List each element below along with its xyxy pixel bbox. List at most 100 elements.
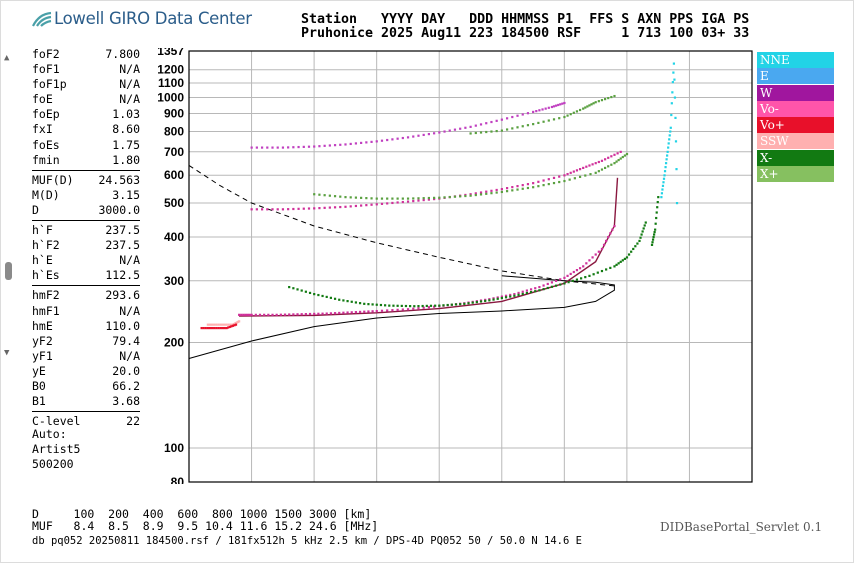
data-point	[600, 269, 604, 273]
data-point	[446, 303, 449, 307]
data-point	[559, 278, 562, 281]
data-point	[653, 230, 656, 234]
data-point	[406, 197, 410, 200]
data-point	[396, 201, 399, 204]
data-point	[516, 185, 519, 188]
data-point	[365, 197, 368, 200]
data-point	[566, 274, 569, 277]
data-point	[388, 304, 391, 307]
data-point	[521, 184, 524, 187]
data-point	[664, 162, 668, 165]
data-point	[655, 211, 658, 214]
param-value: N/A	[119, 253, 140, 268]
data-point	[644, 221, 647, 224]
param-name: B0	[32, 378, 46, 393]
param-name: h`Es	[32, 268, 60, 283]
data-point	[380, 139, 384, 142]
y-tick-label: 300	[164, 274, 184, 288]
scroll-up-arrow-icon[interactable]: ▲	[4, 53, 10, 63]
scrollbar-thumb[interactable]	[5, 262, 12, 280]
param-name: hmF2	[32, 288, 60, 303]
data-point	[675, 202, 679, 205]
data-point	[591, 256, 594, 259]
legend: NNE E W Vo- Vo+ SSW X- X+	[757, 52, 834, 183]
data-point	[459, 127, 462, 130]
data-point	[417, 197, 420, 200]
data-point	[367, 303, 370, 306]
data-point	[511, 115, 514, 119]
data-point	[578, 168, 582, 171]
data-point	[613, 153, 616, 156]
data-point	[412, 135, 415, 138]
data-point	[404, 304, 408, 308]
data-point	[625, 152, 629, 156]
data-point	[296, 313, 299, 316]
data-point	[603, 166, 607, 170]
data-point	[569, 171, 572, 174]
data-point	[384, 304, 387, 307]
data-point	[375, 203, 378, 206]
data-point	[634, 245, 637, 248]
data-point	[616, 152, 619, 155]
scroll-down-arrow-icon[interactable]: ▼	[4, 348, 10, 358]
data-point	[613, 224, 616, 228]
data-point	[365, 204, 368, 207]
data-point	[333, 312, 337, 315]
data-point	[283, 313, 287, 316]
data-point	[300, 289, 303, 292]
data-point	[204, 326, 207, 330]
data-point	[260, 146, 264, 149]
data-point	[610, 163, 613, 166]
data-point	[401, 308, 404, 311]
data-point	[354, 196, 358, 199]
param-row: fxI 8.60	[32, 122, 140, 137]
data-point	[215, 323, 218, 326]
data-point	[344, 196, 347, 199]
param-row: h`Es 112.5	[32, 268, 140, 283]
data-point	[572, 270, 575, 274]
data-point	[485, 130, 488, 134]
data-point	[271, 313, 274, 316]
data-point	[429, 304, 433, 307]
data-point	[238, 313, 241, 316]
data-point	[496, 297, 499, 300]
data-point	[484, 299, 487, 303]
data-point	[302, 145, 305, 148]
data-point	[674, 140, 678, 143]
data-point	[534, 287, 537, 290]
data-point	[313, 193, 316, 196]
data-point	[588, 104, 591, 107]
data-point	[526, 186, 530, 190]
data-point	[492, 297, 495, 300]
param-name: h`F2	[32, 238, 60, 253]
data-point	[547, 178, 550, 181]
data-point	[521, 290, 524, 293]
data-point	[495, 119, 498, 122]
data-point	[297, 145, 300, 149]
data-point	[421, 304, 424, 308]
data-point	[425, 304, 428, 308]
data-point	[474, 193, 477, 197]
data-point	[464, 126, 467, 129]
data-point	[552, 181, 556, 185]
data-point	[342, 311, 345, 314]
y-tick-label: 600	[164, 168, 184, 182]
data-point	[532, 123, 535, 126]
data-point	[427, 198, 430, 201]
param-row: M(D) 3.15	[32, 188, 140, 203]
data-point	[433, 197, 436, 201]
data-point	[554, 279, 558, 282]
data-point	[542, 284, 545, 287]
muf-row: MUF 8.4 8.5 8.9 9.5 10.4 11.6 15.2 24.6 …	[32, 519, 379, 533]
data-point	[500, 129, 503, 132]
data-point	[474, 124, 477, 127]
data-point	[313, 207, 316, 210]
data-point	[308, 291, 312, 295]
data-point	[344, 143, 347, 146]
data-point	[490, 120, 493, 124]
data-point	[517, 291, 520, 295]
data-point	[532, 110, 535, 114]
data-point	[557, 103, 560, 107]
data-point	[391, 201, 394, 205]
data-point	[488, 299, 491, 302]
